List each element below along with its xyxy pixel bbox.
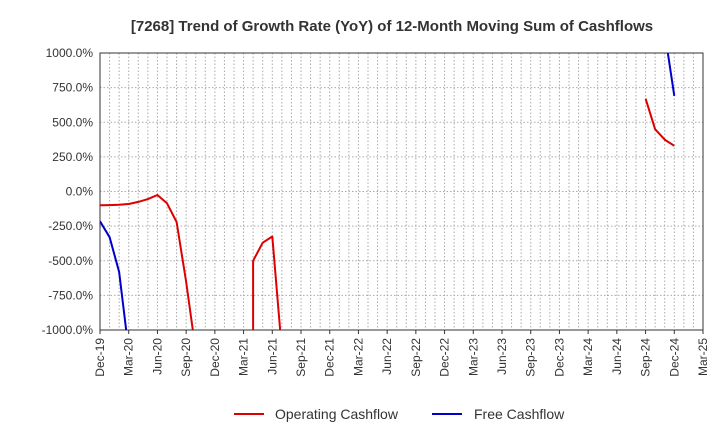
x-tick-label: Jun-20	[150, 338, 164, 375]
y-tick-label: -750.0%	[48, 288, 93, 302]
x-tick-label: Mar-25	[696, 338, 710, 376]
x-tick-label: Jun-21	[265, 338, 279, 375]
x-tick-label: Sep-22	[409, 338, 423, 377]
y-tick-label: -1000.0%	[42, 323, 94, 337]
x-tick-label: Dec-19	[93, 338, 107, 377]
x-tick-label: Jun-24	[610, 338, 624, 375]
plot-area: 1000.0% 750.0% 500.0% 250.0% 0.0% -250.0% -500…	[42, 46, 710, 377]
legend: Operating Cashflow Free Cashflow	[234, 406, 565, 422]
x-tick-label: Dec-24	[667, 338, 681, 377]
series-line-1	[666, 53, 676, 97]
x-tick-label: Sep-21	[294, 338, 308, 377]
y-tick-label: 1000.0%	[46, 46, 94, 60]
chart-title: [7268] Trend of Growth Rate (YoY) of 12-…	[131, 18, 653, 35]
series-line-0	[252, 235, 282, 330]
series-lines	[100, 53, 676, 330]
x-tick-label: Dec-22	[438, 338, 452, 377]
legend-label-0: Operating Cashflow	[275, 406, 399, 422]
x-tick-label: Jun-22	[380, 338, 394, 375]
x-tick-label: Dec-21	[323, 338, 337, 377]
y-tick-label: 250.0%	[52, 150, 93, 164]
plot-frame	[99, 52, 704, 331]
x-tick-label: Mar-21	[237, 338, 251, 376]
series-line-0	[100, 194, 194, 330]
x-tick-label: Mar-23	[466, 338, 480, 376]
y-tick-label: -250.0%	[48, 219, 93, 233]
x-tick-label: Jun-23	[495, 338, 509, 375]
y-tick-label: -500.0%	[48, 254, 93, 268]
x-tick-label: Sep-24	[639, 338, 653, 377]
x-tick-label: Mar-22	[351, 338, 365, 376]
x-tick-label: Dec-20	[208, 338, 222, 377]
series-line-1	[100, 220, 128, 330]
y-tick-label: 500.0%	[52, 115, 93, 129]
x-tick-label: Sep-20	[179, 338, 193, 377]
legend-label-1: Free Cashflow	[474, 406, 565, 422]
x-tick-label: Sep-23	[524, 338, 538, 377]
x-tick-label: Mar-20	[122, 338, 136, 376]
x-tick-label: Mar-24	[581, 338, 595, 376]
y-tick-label: 0.0%	[66, 185, 94, 199]
series-line-0	[644, 98, 675, 147]
x-tick-label: Dec-23	[552, 338, 566, 377]
y-tick-label: 750.0%	[52, 81, 93, 95]
